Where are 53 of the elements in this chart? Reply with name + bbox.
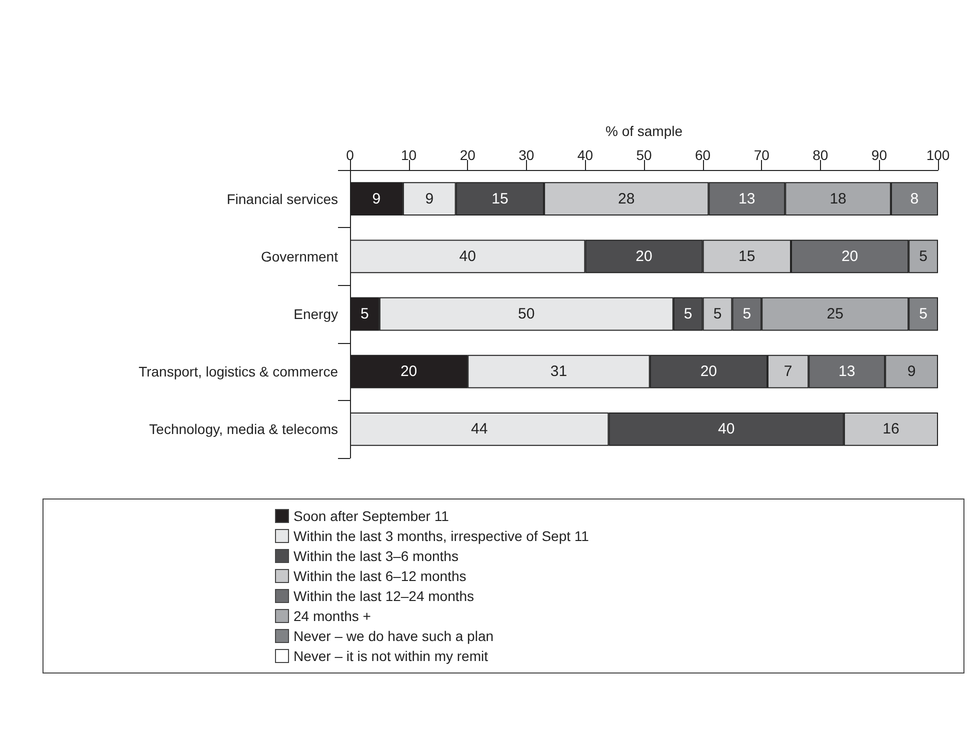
data-label: 8 (910, 190, 919, 208)
x-tick-label: 50 (636, 147, 652, 163)
x-tick-label: 40 (577, 147, 594, 163)
data-label: 7 (784, 363, 792, 380)
data-label: 28 (618, 190, 635, 208)
data-label: 5 (360, 306, 369, 322)
data-label: 5 (684, 306, 692, 322)
legend-label: 24 months + (294, 608, 371, 624)
data-label: 15 (738, 248, 756, 265)
data-label: 5 (742, 306, 752, 322)
y-tick-label: Government (260, 248, 338, 264)
data-label: 5 (713, 306, 722, 322)
data-label: 5 (919, 306, 928, 322)
data-label: 9 (372, 190, 381, 208)
y-tick-label: Transport, logistics & commerce (138, 364, 338, 380)
x-tick-label: 0 (346, 147, 354, 163)
legend-label: Soon after September 11 (294, 508, 450, 524)
y-tick-label: Energy (294, 306, 338, 322)
data-label: 9 (425, 190, 434, 208)
y-tick-label: Financial services (226, 190, 338, 207)
x-tick-label: 80 (812, 147, 828, 163)
x-tick-label: 90 (871, 147, 888, 163)
x-axis-title: % of sample (605, 123, 683, 139)
legend-label: Never – it is not within my remit (294, 648, 488, 664)
data-label: 40 (718, 420, 735, 438)
data-label: 31 (550, 363, 568, 380)
data-label: 44 (471, 420, 488, 438)
legend-label: Within the last 3 months, irrespective of Sept 11 (294, 528, 590, 544)
data-label: 20 (636, 248, 652, 265)
data-label: 9 (907, 363, 916, 380)
data-label: 15 (492, 190, 508, 208)
data-label: 25 (826, 306, 844, 322)
data-label: 40 (459, 248, 476, 265)
data-label: 13 (838, 363, 856, 380)
x-tick-label: 70 (754, 147, 770, 163)
legend-label: Never – we do have such a plan (294, 628, 494, 644)
x-tick-label: 100 (926, 147, 950, 163)
legend-label: Within the last 6–12 months (294, 568, 466, 584)
data-label: 20 (400, 363, 418, 380)
data-label: 20 (700, 363, 718, 380)
x-tick-label: 20 (460, 147, 476, 163)
data-label: 5 (919, 248, 928, 265)
legend-label: Within the last 12–24 months (294, 588, 474, 604)
data-label: 50 (518, 306, 535, 322)
x-tick-label: 60 (695, 147, 711, 163)
data-label: 20 (841, 248, 858, 265)
x-tick-label: 30 (518, 147, 534, 163)
x-tick-label: 10 (401, 147, 417, 163)
y-tick-label: Technology, media & telecoms (149, 421, 338, 438)
data-label: 18 (830, 190, 846, 208)
legend-label: Within the last 3–6 months (294, 548, 458, 564)
data-label: 16 (882, 420, 900, 438)
data-label: 13 (738, 190, 756, 208)
